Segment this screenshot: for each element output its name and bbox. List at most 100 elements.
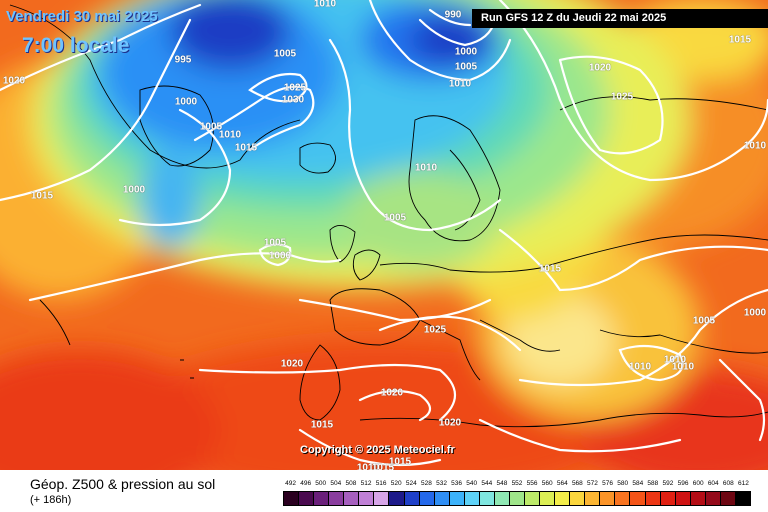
scale-tick-label: 524 <box>405 480 417 487</box>
scale-tick-label: 596 <box>677 480 689 487</box>
field-title: Géop. Z500 & pression au sol <box>30 476 216 492</box>
isobar-label: 1025 <box>423 324 447 336</box>
scale-tick-label: 532 <box>436 480 447 487</box>
scale-tick-label: 552 <box>511 480 523 487</box>
scale-swatch <box>344 492 360 505</box>
scale-swatch <box>299 492 315 505</box>
scale-swatch <box>675 492 691 505</box>
isobar-label: 1005 <box>273 48 297 60</box>
copyright-notice: Copyright © 2025 Meteociel.fr <box>300 444 455 456</box>
scale-tick-label: 500 <box>315 480 327 487</box>
isobar-label: 1010 <box>448 78 472 90</box>
scale-swatch <box>690 492 706 505</box>
color-scale-labels: 492 496 500 504 508 512 516 520 524 528 532 536 540 5… <box>283 480 751 490</box>
scale-swatch <box>479 492 495 505</box>
scale-swatch <box>494 492 510 505</box>
valid-time: 7:00 locale <box>22 34 130 57</box>
scale-tick-label: 608 <box>722 480 734 487</box>
scale-tick-label: 612 <box>738 480 749 487</box>
z500-color-field <box>0 0 768 470</box>
scale-tick-label: 604 <box>707 480 719 487</box>
scale-tick-label: 508 <box>345 480 357 487</box>
scale-swatch <box>615 492 631 505</box>
scale-swatch <box>449 492 465 505</box>
scale-tick-label: 548 <box>496 480 508 487</box>
scale-swatch <box>389 492 405 505</box>
scale-tick-label: 576 <box>602 480 614 487</box>
isobar-label: 1010 <box>313 0 337 10</box>
isobar-label: 1015 <box>538 263 562 275</box>
isobar-label: 1025 <box>610 91 634 103</box>
isobar-label: 1010 <box>218 129 242 141</box>
scale-swatch <box>645 492 661 505</box>
scale-swatch <box>705 492 721 505</box>
isobar-label: 995 <box>174 54 192 66</box>
isobar-label: 1010 <box>671 361 695 373</box>
isobars <box>0 0 768 467</box>
isobar-label: 1010 <box>743 140 767 152</box>
scale-swatch <box>585 492 601 505</box>
scale-swatch <box>284 492 300 505</box>
isobar-label: 1005 <box>263 237 287 249</box>
scale-swatch <box>314 492 330 505</box>
scale-swatch <box>720 492 736 505</box>
scale-swatch <box>600 492 616 505</box>
isobar-label: 1015 <box>371 462 395 474</box>
isobar-label: 1000 <box>743 307 767 319</box>
scale-tick-label: 536 <box>451 480 463 487</box>
scale-tick-label: 568 <box>571 480 583 487</box>
isobar-label: 1015 <box>234 142 258 154</box>
scale-tick-label: 588 <box>647 480 659 487</box>
isobar-label: 1005 <box>383 212 407 224</box>
isobar-label: 1010 <box>628 361 652 373</box>
scale-tick-label: 580 <box>617 480 629 487</box>
scale-swatch <box>419 492 435 505</box>
isobar-label: 1020 <box>438 417 462 429</box>
isobar-label: 1010 <box>356 462 380 474</box>
run-info-banner: Run GFS 12 Z du Jeudi 22 mai 2025 <box>472 9 768 28</box>
scale-tick-label: 572 <box>587 480 598 487</box>
scale-tick-label: 496 <box>300 480 312 487</box>
isobar-label: 1030 <box>281 94 305 106</box>
scale-tick-label: 584 <box>632 480 644 487</box>
scale-tick-label: 540 <box>466 480 478 487</box>
scale-swatch <box>540 492 556 505</box>
scale-tick-label: 556 <box>526 480 538 487</box>
forecast-hour: (+ 186h) <box>30 494 72 506</box>
scale-tick-label: 516 <box>375 480 387 487</box>
isobar-label: 1015 <box>388 456 412 468</box>
scale-swatch <box>464 492 480 505</box>
valid-date: Vendredi 30 mai 2025 <box>6 8 158 25</box>
scale-swatch <box>570 492 586 505</box>
scale-tick-label: 512 <box>360 480 372 487</box>
scale-tick-label: 600 <box>692 480 704 487</box>
scale-swatch <box>329 492 345 505</box>
isobar-label: 1000 <box>454 46 478 58</box>
scale-tick-label: 504 <box>330 480 342 487</box>
scale-tick-label: 528 <box>420 480 432 487</box>
isobar-label: 1005 <box>454 61 478 73</box>
isobar-label: 1000 <box>122 184 146 196</box>
scale-swatch <box>660 492 676 505</box>
isobar-label: 990 <box>444 9 462 21</box>
isobar-label: 1015 <box>728 34 752 46</box>
geopotential-map <box>0 0 768 470</box>
scale-swatch <box>735 492 750 505</box>
isobar-label: 1020 <box>588 62 612 74</box>
scale-swatch <box>509 492 525 505</box>
scale-swatch <box>404 492 420 505</box>
scale-swatch <box>359 492 375 505</box>
scale-swatch <box>525 492 541 505</box>
isobar-label: 1015 <box>30 190 54 202</box>
isobar-label: 1000 <box>268 250 292 262</box>
scale-swatch <box>374 492 390 505</box>
isobar-label: 1010 <box>414 162 438 174</box>
scale-tick-label: 544 <box>481 480 493 487</box>
isobar-label: 1005 <box>199 121 223 133</box>
isobar-label: 1020 <box>380 387 404 399</box>
isobar-label: 1025 <box>283 82 307 94</box>
color-scale-bar <box>283 491 751 506</box>
isobar-label: 1005 <box>692 315 716 327</box>
scale-swatch <box>434 492 450 505</box>
